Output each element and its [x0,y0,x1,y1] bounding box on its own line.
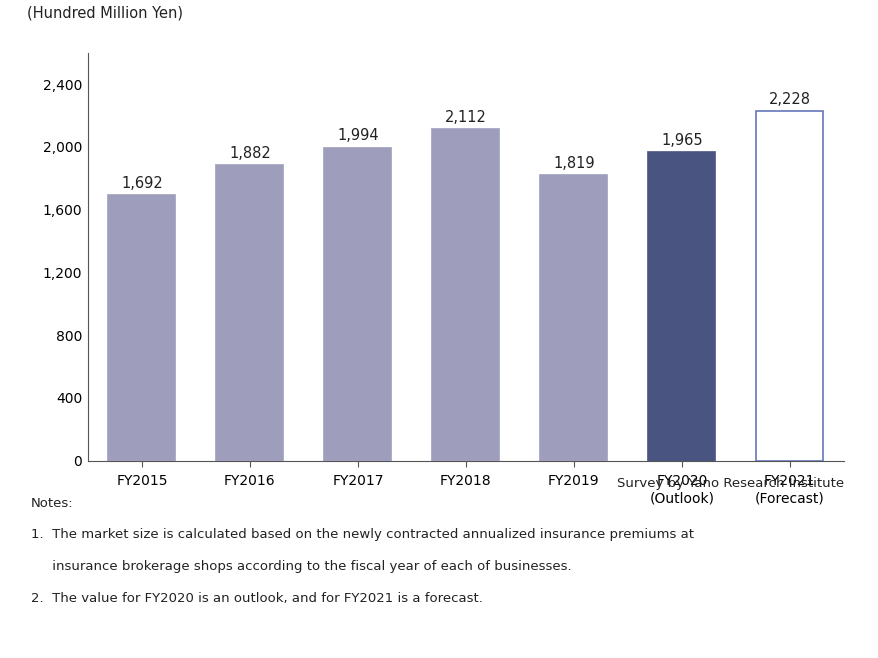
Text: Notes:: Notes: [31,497,73,510]
Text: 1.  The market size is calculated based on the newly contracted annualized insur: 1. The market size is calculated based o… [31,528,693,542]
Text: 1,882: 1,882 [229,146,270,161]
Text: 1,819: 1,819 [552,156,594,171]
Text: 1,965: 1,965 [660,133,702,148]
Text: 1,692: 1,692 [121,176,162,191]
Text: Survey by Yano Research Institute: Survey by Yano Research Institute [616,477,843,490]
Text: 2.  The value for FY2020 is an outlook, and for FY2021 is a forecast.: 2. The value for FY2020 is an outlook, a… [31,592,482,605]
Bar [432,129,499,461]
Text: 1,994: 1,994 [336,128,378,143]
Bar [755,111,823,461]
Bar [216,165,283,461]
Bar [108,195,176,461]
Bar [540,175,607,461]
Text: insurance brokerage shops according to the fiscal year of each of businesses.: insurance brokerage shops according to t… [31,560,571,573]
Bar [648,152,715,461]
Text: (Hundred Million Yen): (Hundred Million Yen) [27,5,184,20]
Text: 2,228: 2,228 [768,91,810,107]
Bar [324,148,391,461]
Text: 2,112: 2,112 [444,110,486,125]
